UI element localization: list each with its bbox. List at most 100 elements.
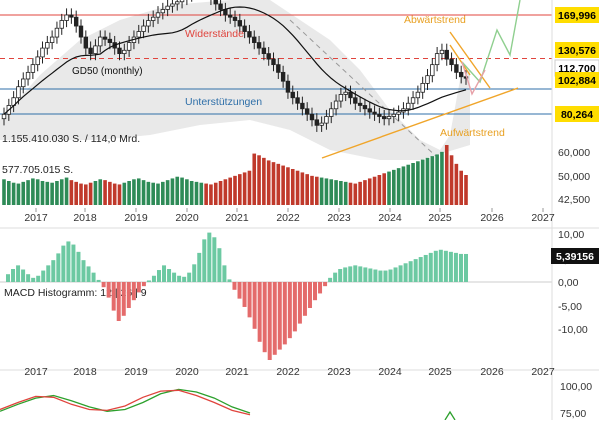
volume-bar (425, 157, 430, 205)
macd-bar (71, 244, 76, 282)
volume-bar (194, 181, 199, 205)
volume-bar (209, 184, 213, 205)
volume-bar (93, 181, 98, 205)
macd-bar (353, 265, 358, 282)
volume-bar (242, 172, 247, 205)
volume-bar (189, 181, 194, 205)
candle (223, 9, 228, 16)
volume-bar (127, 181, 131, 205)
volume-bar (170, 178, 175, 205)
x-tick-price-2023: 2023 (327, 212, 351, 224)
candle (40, 47, 45, 58)
label-gd50: GD50 (monthly) (72, 66, 143, 77)
macd-bar (343, 267, 348, 282)
macd-bar (257, 282, 262, 342)
stoch-line-1 (0, 389, 251, 416)
candle (357, 102, 363, 106)
macd-bar (302, 282, 307, 316)
macd-bar (101, 282, 106, 288)
volume-panel: 1.155.410.030 S. / 114,0 Mrd. 577.705.015… (2, 133, 468, 205)
macd-bar (172, 272, 177, 282)
volume-y-tick-1: 50,000 (558, 171, 590, 183)
cloud-band (0, 0, 470, 160)
price-tag-box-4 (555, 106, 599, 122)
macd-bar (207, 232, 212, 282)
macd-bar (318, 282, 323, 294)
price-tag-label-0: 169,996 (558, 10, 596, 22)
volume-bar (165, 180, 170, 205)
volume-bar (416, 161, 420, 205)
macd-bar (272, 282, 277, 355)
candle (396, 111, 401, 115)
volume-bar (406, 164, 411, 205)
macd-bar (252, 282, 257, 329)
x-tick-price-2021: 2021 (225, 212, 249, 224)
macd-bar (121, 282, 126, 316)
price-tag-label-4: 80,264 (561, 109, 593, 121)
volume-bar (64, 177, 69, 205)
stoch-y-tick-0: 100,00 (560, 381, 592, 393)
x-tick-price-2018: 2018 (73, 212, 97, 224)
candle (59, 20, 64, 29)
price-tag-box-1 (555, 42, 599, 58)
candle (232, 16, 238, 21)
candle (98, 36, 103, 47)
candle (30, 64, 36, 73)
candle (165, 5, 170, 10)
volume-bar (238, 174, 242, 205)
volume-bar (88, 182, 93, 205)
candle (406, 102, 411, 110)
macd-bar (338, 269, 343, 282)
candle (391, 113, 397, 117)
volume-bar (2, 179, 6, 205)
macd-bar (348, 266, 353, 282)
volume-bar (98, 179, 103, 205)
macd-bar (403, 263, 408, 282)
candle (444, 49, 449, 60)
volume-bar (7, 181, 11, 205)
volume-bar (449, 155, 454, 205)
volume-bar (358, 181, 362, 205)
candle (449, 58, 454, 66)
candle (285, 80, 291, 93)
candle (45, 42, 50, 49)
volume-bar (69, 180, 74, 205)
candle (333, 100, 339, 110)
candle (372, 111, 377, 115)
x-tick-macd-2020: 2020 (175, 366, 199, 378)
candle (218, 3, 223, 10)
candle (107, 38, 113, 43)
x-tick-macd-2019: 2019 (124, 366, 148, 378)
macd-bar (328, 277, 333, 282)
macd-bar (363, 267, 368, 282)
macd-bar (151, 275, 156, 282)
candle (136, 31, 141, 38)
candle (454, 64, 459, 73)
candle (252, 36, 257, 43)
volume-bar (411, 163, 415, 205)
candle (175, 1, 180, 5)
macd-bar (51, 260, 56, 282)
macd-bar (146, 280, 151, 282)
macd-bar (307, 282, 312, 308)
macd-bar (237, 282, 242, 299)
volume-bar (363, 180, 367, 205)
x-tick-macd-2023: 2023 (327, 366, 351, 378)
macd-bar (408, 261, 413, 282)
volume-bar (151, 182, 155, 205)
volume-bar (228, 177, 232, 205)
candle (122, 49, 127, 55)
volume-bar (103, 180, 107, 205)
volume-bar (286, 167, 290, 205)
macd-bar (36, 275, 41, 282)
macd-bar (136, 282, 141, 293)
macd-bar (197, 252, 202, 282)
candle (69, 14, 74, 18)
downtrend-line-lower (449, 44, 471, 76)
macd-bar (6, 274, 10, 282)
x-tick-macd-2024: 2024 (378, 366, 402, 378)
candle (415, 91, 421, 99)
volume-label-bottom: 577.705.015 S. (2, 164, 73, 176)
volume-bar (218, 181, 223, 205)
